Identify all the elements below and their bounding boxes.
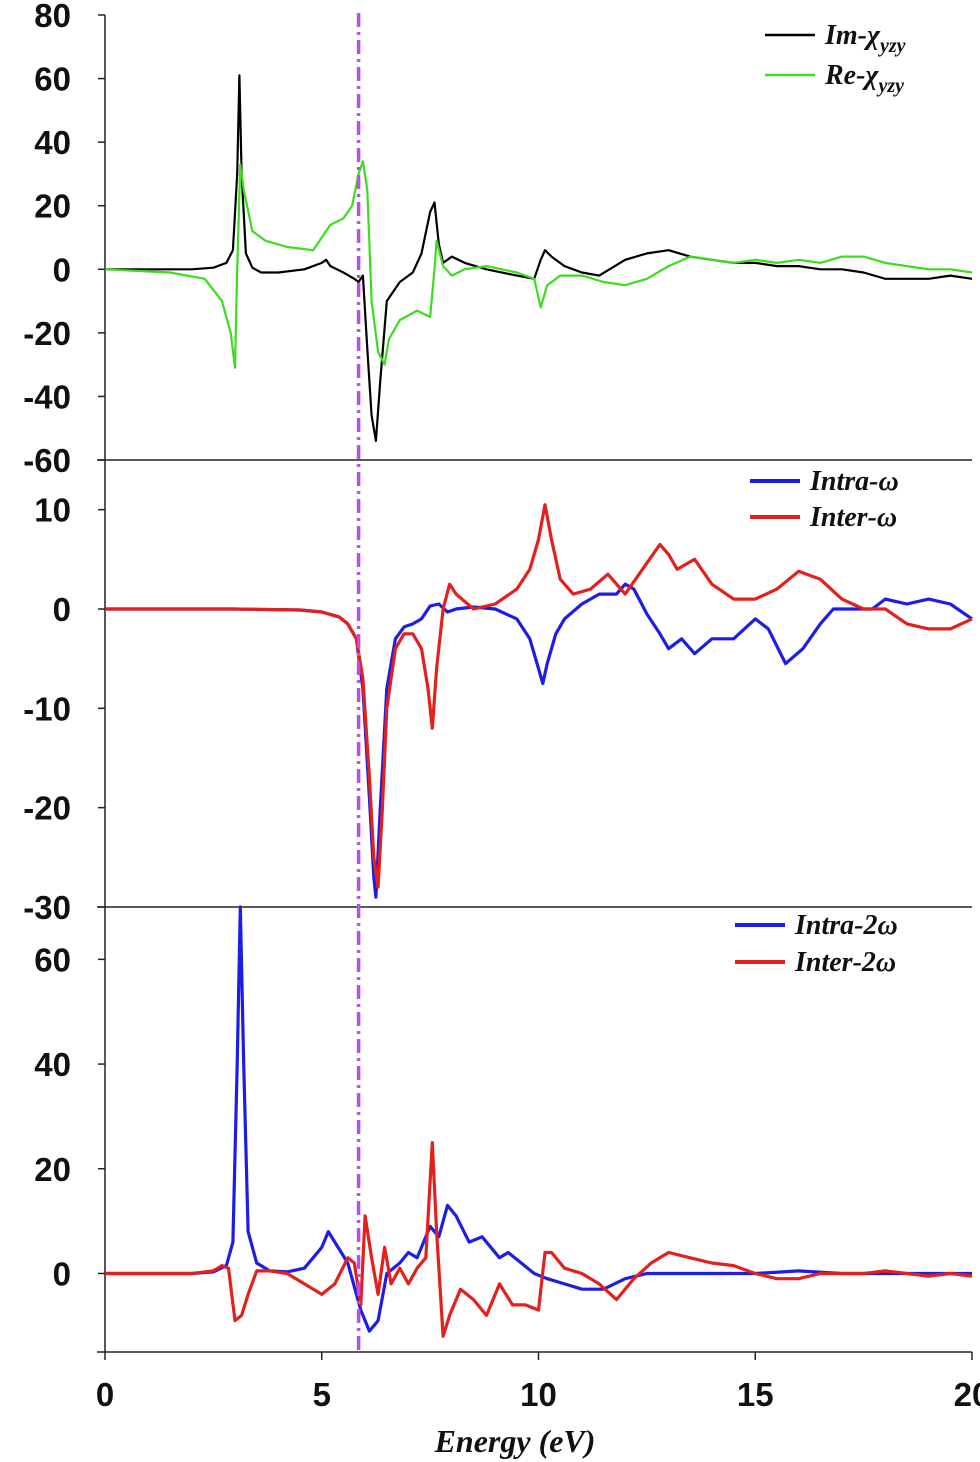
y-tick-label: -20 bbox=[23, 790, 71, 827]
x-axis-title: Energy (eV) bbox=[434, 1423, 596, 1459]
y-tick-label: 40 bbox=[34, 1046, 71, 1083]
y-tick-label: 60 bbox=[34, 61, 71, 98]
x-tick-label: 15 bbox=[737, 1376, 774, 1413]
series-line-bottom-1 bbox=[105, 1140, 973, 1338]
y-tick-label: -20 bbox=[23, 315, 71, 352]
x-tick-label: 20 bbox=[954, 1376, 980, 1413]
legend-label: Intra-ω bbox=[809, 466, 899, 497]
y-tick-label: -60 bbox=[23, 442, 71, 479]
legend-label: Re-χyzy bbox=[824, 60, 904, 97]
legend-label: Inter-ω bbox=[809, 502, 897, 533]
legend-label: Intra-2ω bbox=[794, 910, 898, 941]
x-tick-label: 5 bbox=[313, 1376, 331, 1413]
x-tick-label: 10 bbox=[520, 1376, 557, 1413]
legend-label: Im-χyzy bbox=[824, 20, 906, 57]
y-tick-label: 60 bbox=[34, 941, 71, 978]
series-line-middle-0 bbox=[105, 582, 973, 899]
y-tick-label: 0 bbox=[53, 591, 71, 628]
series-line-top-0 bbox=[105, 74, 973, 442]
y-tick-label: 0 bbox=[53, 251, 71, 288]
y-tick-label: 0 bbox=[53, 1255, 71, 1292]
y-tick-label: 40 bbox=[34, 124, 71, 161]
y-tick-label: 80 bbox=[34, 0, 71, 34]
series-line-middle-1 bbox=[105, 503, 973, 889]
y-tick-label: -30 bbox=[23, 889, 71, 926]
panel-bottom: 60 40 20 0 Intra-2ω Inter-2ω 0 5 10 15 20 bbox=[34, 905, 980, 1413]
y-tick-label: 20 bbox=[34, 188, 71, 225]
panel-middle: 10 0 -10 -20 -30 Intra-ω Inter-ω bbox=[23, 460, 973, 926]
y-tick-label: 10 bbox=[34, 492, 71, 529]
legend-label: Inter-2ω bbox=[794, 947, 896, 978]
x-tick-label: 0 bbox=[96, 1376, 114, 1413]
series-line-top-1 bbox=[104, 160, 973, 369]
series-line-bottom-0 bbox=[105, 905, 972, 1333]
y-tick-label: 20 bbox=[34, 1151, 71, 1188]
y-tick-label: -40 bbox=[23, 378, 71, 415]
y-tick-label: -10 bbox=[23, 690, 71, 727]
